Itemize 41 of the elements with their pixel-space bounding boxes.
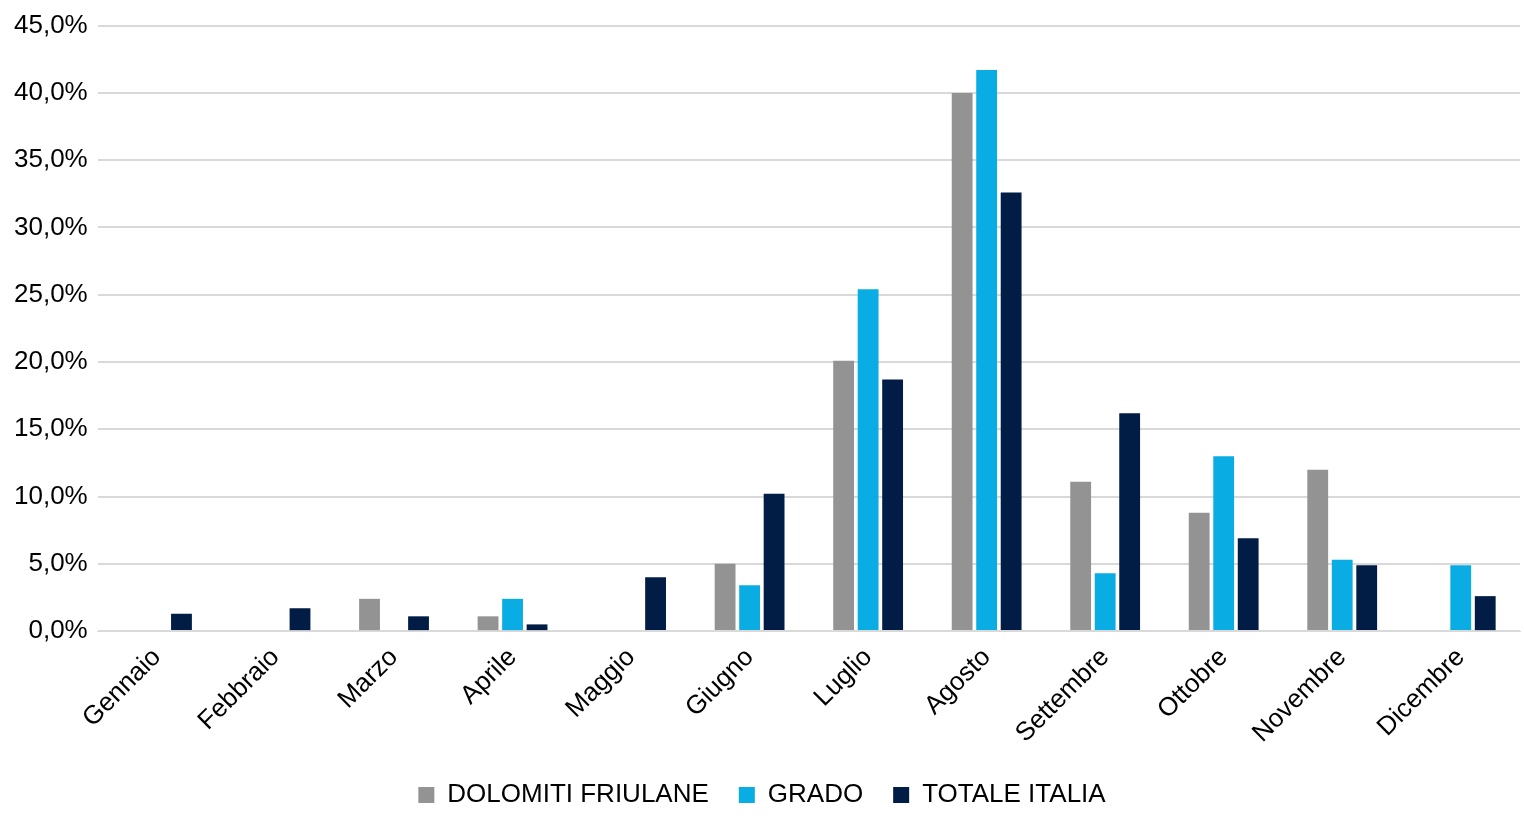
y-tick-label: 0,0%: [28, 614, 88, 645]
bar: [976, 70, 998, 631]
bar: [714, 563, 736, 631]
y-tick-label: 15,0%: [13, 412, 88, 443]
bar: [1119, 413, 1141, 631]
bar: [359, 598, 380, 631]
bar: [739, 585, 761, 631]
bar: [408, 616, 429, 631]
bar: [1094, 573, 1116, 631]
y-tick-label: 35,0%: [13, 143, 88, 174]
y-tick-label: 10,0%: [13, 479, 88, 510]
y-tick-label: 30,0%: [13, 210, 88, 241]
bar: [1356, 565, 1378, 631]
bar: [1307, 469, 1329, 631]
legend-label: GRADO: [767, 778, 864, 809]
bar: [477, 616, 499, 631]
legend-label: TOTALE ITALIA: [922, 778, 1107, 809]
bar: [502, 598, 523, 631]
bar: [645, 577, 666, 631]
bar: [289, 608, 311, 631]
bar: [171, 613, 192, 631]
bar: [833, 360, 855, 631]
bar: [1474, 596, 1496, 631]
legend-label: DOLOMITI FRIULANE: [447, 778, 709, 809]
bar: [951, 92, 973, 631]
bar: [1237, 538, 1259, 631]
bar: [526, 624, 548, 631]
y-tick-label: 25,0%: [13, 277, 88, 308]
bar: [763, 493, 785, 631]
bar: [1331, 559, 1353, 631]
bar: [857, 289, 879, 631]
bar: [1213, 456, 1235, 631]
bar: [1000, 192, 1022, 631]
y-tick-label: 5,0%: [28, 547, 88, 578]
y-tick-label: 45,0%: [13, 8, 88, 39]
bar: [1188, 512, 1210, 631]
bar: [882, 379, 904, 631]
y-tick-label: 40,0%: [13, 76, 88, 107]
bar: [1450, 565, 1472, 631]
y-tick-label: 20,0%: [13, 345, 88, 376]
bar: [1070, 481, 1092, 631]
